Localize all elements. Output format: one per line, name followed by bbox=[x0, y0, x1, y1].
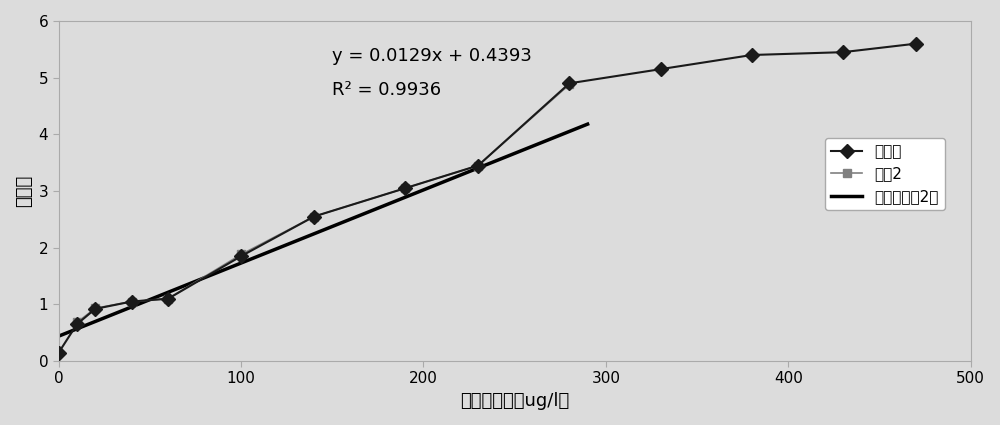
Text: y = 0.0129x + 0.4393: y = 0.0129x + 0.4393 bbox=[332, 47, 532, 65]
荚光値 bbox=[89, 306, 101, 312]
荚光値 bbox=[126, 299, 138, 304]
Legend: 荚光値, 系列2, 线性（系列2）: 荚光値, 系列2, 线性（系列2） bbox=[825, 138, 945, 210]
线性（系列2） bbox=[74, 325, 86, 330]
线性（系列2） bbox=[85, 321, 97, 326]
荚光値 bbox=[472, 163, 484, 168]
线性（系列2） bbox=[555, 132, 567, 137]
荚光値 bbox=[655, 67, 667, 72]
荚光値 bbox=[910, 41, 922, 46]
系列2 bbox=[162, 296, 174, 301]
荚光値 bbox=[308, 214, 320, 219]
Line: 线性（系列2）: 线性（系列2） bbox=[59, 124, 588, 336]
Line: 系列2: 系列2 bbox=[73, 80, 574, 327]
荚光値 bbox=[53, 350, 65, 355]
系列2 bbox=[308, 214, 320, 219]
系列2 bbox=[399, 186, 411, 191]
荚光値 bbox=[235, 254, 247, 259]
系列2 bbox=[71, 320, 83, 325]
系列2 bbox=[235, 252, 247, 257]
Line: 荚光値: 荚光値 bbox=[54, 39, 921, 357]
系列2 bbox=[472, 163, 484, 168]
Text: R² = 0.9936: R² = 0.9936 bbox=[332, 81, 441, 99]
系列2 bbox=[563, 82, 575, 87]
Y-axis label: 荚光値: 荚光値 bbox=[15, 175, 33, 207]
荚光値 bbox=[563, 81, 575, 86]
线性（系列2） bbox=[536, 140, 548, 145]
线性（系列2） bbox=[151, 294, 163, 299]
系列2 bbox=[126, 299, 138, 304]
荚光値 bbox=[71, 322, 83, 327]
线性（系列2） bbox=[582, 122, 594, 127]
线性（系列2） bbox=[194, 277, 206, 282]
荚光値 bbox=[746, 52, 758, 57]
线性（系列2） bbox=[53, 334, 65, 339]
系列2 bbox=[89, 306, 101, 311]
荚光値 bbox=[399, 186, 411, 191]
X-axis label: 叶绻素浓度（ug/l）: 叶绻素浓度（ug/l） bbox=[460, 392, 569, 410]
荚光値 bbox=[162, 296, 174, 301]
荚光値 bbox=[837, 50, 849, 55]
